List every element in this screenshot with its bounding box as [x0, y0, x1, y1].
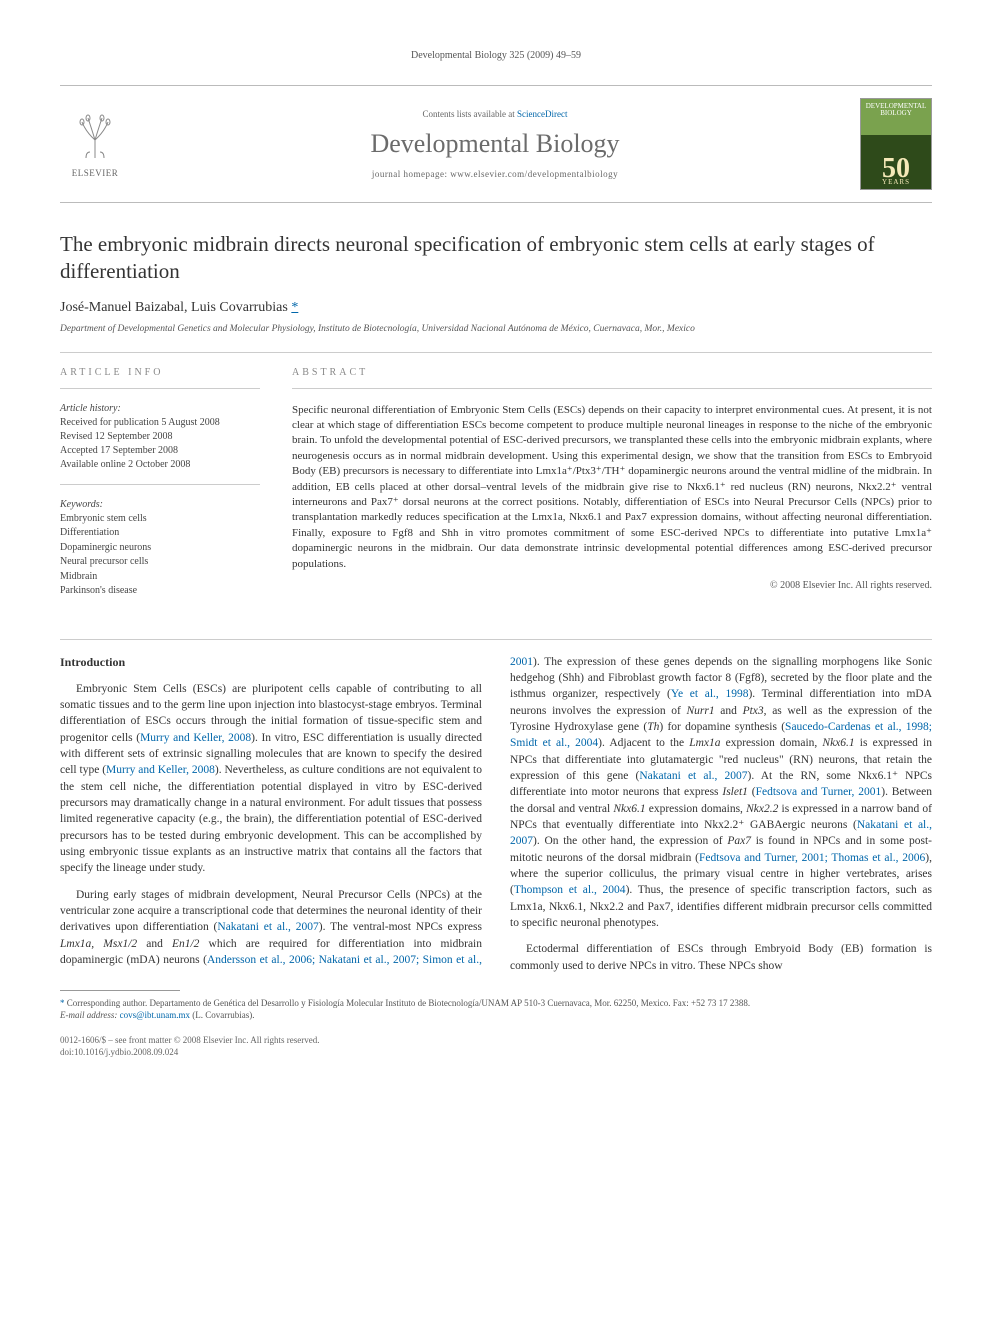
keyword: Embryonic stem cells — [60, 512, 260, 527]
journal-block: Contents lists available at ScienceDirec… — [130, 109, 860, 179]
keyword: Differentiation — [60, 526, 260, 541]
email-footnote: E-mail address: covs@ibt.unam.mx (L. Cov… — [60, 1009, 932, 1021]
elsevier-wordmark: ELSEVIER — [72, 168, 119, 178]
divider — [60, 484, 260, 485]
citation-link[interactable]: Nakatani et al., 2007 — [217, 921, 318, 933]
running-header: Developmental Biology 325 (2009) 49–59 — [60, 50, 932, 61]
article-history: Article history: Received for publicatio… — [60, 403, 260, 472]
abstract-column: ABSTRACT Specific neuronal differentiati… — [292, 367, 932, 611]
journal-title: Developmental Biology — [130, 129, 860, 159]
footnote-star-icon: * — [60, 998, 65, 1008]
history-line: Received for publication 5 August 2008 — [60, 416, 260, 430]
citation-link[interactable]: Thompson et al., 2004 — [514, 884, 626, 896]
citation-link[interactable]: Fedtsova and Turner, 2001; Thomas et al.… — [699, 852, 925, 864]
affiliation: Department of Developmental Genetics and… — [60, 324, 932, 334]
keyword: Midbrain — [60, 570, 260, 585]
sciencedirect-link[interactable]: ScienceDirect — [517, 109, 567, 119]
article-info-column: ARTICLE INFO Article history: Received f… — [60, 367, 260, 611]
history-line: Revised 12 September 2008 — [60, 430, 260, 444]
citation-link[interactable]: Fedtsova and Turner, 2001 — [756, 786, 882, 798]
cover-fifty: 50 — [861, 159, 931, 179]
article-title: The embryonic midbrain directs neuronal … — [60, 231, 932, 286]
footnotes: * Corresponding author. Departamento de … — [60, 997, 932, 1021]
keyword: Parkinson's disease — [60, 584, 260, 599]
email-who: (L. Covarrubias). — [192, 1010, 254, 1020]
body-paragraph: Ectodermal differentiation of ESCs throu… — [510, 941, 932, 974]
abstract-heading: ABSTRACT — [292, 367, 932, 378]
citation-link[interactable]: Ye et al., 1998 — [671, 688, 749, 700]
article-info-heading: ARTICLE INFO — [60, 367, 260, 378]
corresponding-author-mark[interactable]: * — [291, 300, 298, 315]
history-label: Article history: — [60, 403, 260, 414]
history-line: Accepted 17 September 2008 — [60, 444, 260, 458]
citation-link[interactable]: Nakatani et al., 2007 — [639, 770, 747, 782]
contents-available-line: Contents lists available at ScienceDirec… — [130, 109, 860, 119]
body-paragraph: Embryonic Stem Cells (ESCs) are pluripot… — [60, 681, 482, 877]
section-heading-introduction: Introduction — [60, 654, 482, 671]
elsevier-logo: ELSEVIER — [60, 110, 130, 178]
author-line: José-Manuel Baizabal, Luis Covarrubias * — [60, 300, 932, 316]
keywords-block: Keywords: Embryonic stem cells Different… — [60, 499, 260, 599]
bottom-matter: 0012-1606/$ – see front matter © 2008 El… — [60, 1035, 932, 1058]
citation-link[interactable]: Murry and Keller, 2008 — [140, 732, 251, 744]
contents-prefix: Contents lists available at — [423, 109, 517, 119]
divider — [60, 352, 932, 353]
keyword: Neural precursor cells — [60, 555, 260, 570]
history-line: Available online 2 October 2008 — [60, 458, 260, 472]
body-columns: Introduction Embryonic Stem Cells (ESCs)… — [60, 654, 932, 976]
author-names: José-Manuel Baizabal, Luis Covarrubias — [60, 300, 291, 315]
divider — [292, 388, 932, 389]
doi-line: doi:10.1016/j.ydbio.2008.09.024 — [60, 1047, 932, 1059]
footnote-separator — [60, 990, 180, 991]
journal-homepage: journal homepage: www.elsevier.com/devel… — [130, 169, 860, 179]
journal-cover-thumb: DEVELOPMENTALBIOLOGY 50 YEARS — [860, 98, 932, 190]
keyword: Dopaminergic neurons — [60, 541, 260, 556]
email-link[interactable]: covs@ibt.unam.mx — [120, 1010, 190, 1020]
divider — [60, 388, 260, 389]
citation-link[interactable]: Murry and Keller, 2008 — [106, 764, 215, 776]
corresponding-author-footnote: * Corresponding author. Departamento de … — [60, 997, 932, 1009]
journal-masthead: ELSEVIER Contents lists available at Sci… — [60, 85, 932, 203]
abstract-copyright: © 2008 Elsevier Inc. All rights reserved… — [292, 580, 932, 591]
cover-title: DEVELOPMENTALBIOLOGY — [861, 103, 931, 117]
divider — [60, 639, 932, 640]
abstract-text: Specific neuronal differentiation of Emb… — [292, 403, 932, 572]
elsevier-tree-icon — [68, 110, 122, 164]
email-label: E-mail address: — [60, 1010, 117, 1020]
cover-years: YEARS — [861, 178, 931, 186]
keywords-label: Keywords: — [60, 499, 260, 510]
issn-line: 0012-1606/$ – see front matter © 2008 El… — [60, 1035, 932, 1047]
